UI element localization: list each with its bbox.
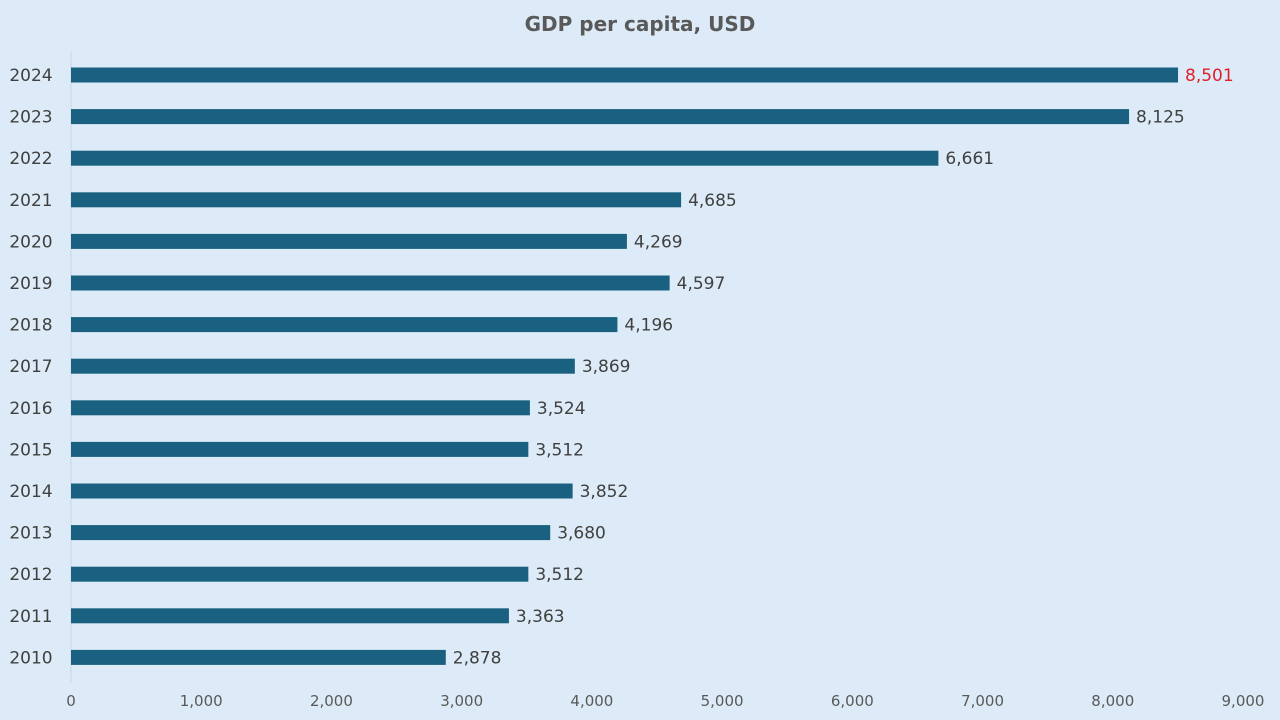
value-label-2014: 3,852 — [580, 482, 629, 502]
bar-2016 — [71, 400, 530, 416]
x-tick-label-3000: 3,000 — [440, 692, 483, 710]
category-label-2013: 2013 — [9, 524, 52, 544]
category-label-2017: 2017 — [9, 357, 52, 377]
category-label-2022: 2022 — [9, 149, 52, 169]
category-label-2016: 2016 — [9, 399, 52, 419]
bar-2014 — [71, 483, 573, 499]
category-label-2015: 2015 — [9, 440, 52, 460]
x-tick-label-5000: 5,000 — [701, 692, 744, 710]
chart-title: GDP per capita, USD — [524, 12, 756, 36]
category-label-2021: 2021 — [9, 191, 52, 211]
value-label-2015: 3,512 — [535, 440, 584, 460]
bar-2020 — [71, 233, 627, 249]
x-tick-label-6000: 6,000 — [831, 692, 874, 710]
value-label-2021: 4,685 — [688, 191, 737, 211]
category-label-2023: 2023 — [9, 108, 52, 128]
value-label-2012: 3,512 — [535, 565, 584, 585]
value-label-2024: 8,501 — [1185, 66, 1234, 86]
x-tick-label-1000: 1,000 — [180, 692, 223, 710]
category-label-2024: 2024 — [9, 66, 52, 86]
value-label-2023: 8,125 — [1136, 108, 1185, 128]
bar-2010 — [71, 649, 446, 665]
value-label-2020: 4,269 — [634, 232, 683, 252]
category-label-2019: 2019 — [9, 274, 52, 294]
bar-2018 — [71, 317, 618, 333]
bar-2011 — [71, 608, 509, 624]
x-tick-label-7000: 7,000 — [961, 692, 1004, 710]
bar-2022 — [71, 150, 939, 166]
value-label-2011: 3,363 — [516, 607, 565, 627]
value-label-2019: 4,597 — [677, 274, 726, 294]
x-tick-label-2000: 2,000 — [310, 692, 353, 710]
bar-2021 — [71, 192, 682, 208]
value-label-2010: 2,878 — [453, 648, 502, 668]
x-tick-label-9000: 9,000 — [1222, 692, 1265, 710]
x-tick-label-0: 0 — [66, 692, 76, 710]
bar-2017 — [71, 358, 575, 374]
bar-2015 — [71, 441, 529, 457]
value-label-2022: 6,661 — [945, 149, 994, 169]
bar-2024 — [71, 67, 1179, 83]
category-label-2014: 2014 — [9, 482, 52, 502]
category-label-2020: 2020 — [9, 232, 52, 252]
x-tick-label-4000: 4,000 — [570, 692, 613, 710]
x-tick-label-8000: 8,000 — [1091, 692, 1134, 710]
value-label-2017: 3,869 — [582, 357, 631, 377]
bar-2012 — [71, 566, 529, 582]
category-label-2010: 2010 — [9, 648, 52, 668]
bar-2019 — [71, 275, 670, 291]
category-label-2018: 2018 — [9, 316, 52, 336]
category-label-2011: 2011 — [9, 607, 52, 627]
bar-2013 — [71, 525, 551, 541]
value-label-2018: 4,196 — [624, 316, 673, 336]
value-label-2016: 3,524 — [537, 399, 586, 419]
category-label-2012: 2012 — [9, 565, 52, 585]
bar-2023 — [71, 109, 1130, 125]
value-label-2013: 3,680 — [557, 524, 606, 544]
